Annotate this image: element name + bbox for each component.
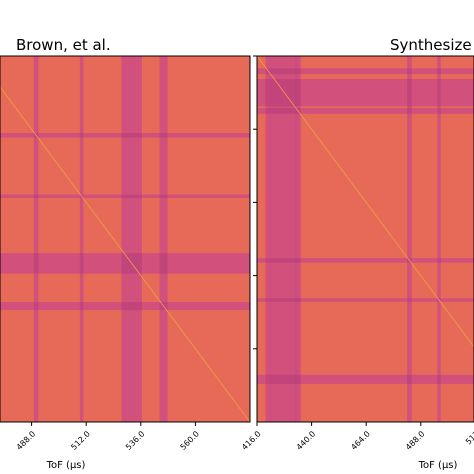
horizontal-band xyxy=(257,108,474,114)
band-intersection xyxy=(270,298,298,302)
band-intersection xyxy=(79,253,84,274)
panel-title-brown: Brown, et al. xyxy=(16,36,111,54)
plot-frame xyxy=(256,55,474,423)
horizontal-band xyxy=(257,298,474,302)
x-ticks: 416.0 440.0 464.0 488.0 512 xyxy=(240,422,474,452)
x-tick-label: 416.0 xyxy=(240,429,263,452)
band-intersection xyxy=(407,68,412,75)
heatmap-panel-brown: Brown, et al. 488.0 512.0 536.0 560.0 ToF (… xyxy=(0,29,251,471)
diagonal-line xyxy=(0,86,250,422)
band-intersection xyxy=(159,133,168,138)
vertical-band xyxy=(159,56,168,422)
panel-title-synthesize: Synthesize xyxy=(390,36,472,54)
band-intersection xyxy=(270,258,298,263)
x-tick-label: 512.0 xyxy=(69,429,92,452)
band-intersection xyxy=(121,133,142,138)
band-intersection xyxy=(437,78,441,107)
x-ticks: 488.0 512.0 536.0 560.0 xyxy=(15,422,201,452)
band-intersection xyxy=(33,194,39,199)
plot-frame xyxy=(0,55,251,423)
band-intersection xyxy=(270,108,298,114)
x-tick-label: 440.0 xyxy=(295,429,318,452)
band-intersection xyxy=(79,302,84,311)
vertical-band xyxy=(407,56,412,422)
band-intersection xyxy=(270,68,298,75)
x-tick-label: 560.0 xyxy=(178,429,201,452)
band-intersection xyxy=(407,298,412,302)
band-intersection xyxy=(121,302,142,311)
band-intersection xyxy=(33,302,39,311)
vertical-band xyxy=(270,56,298,422)
x-tick-label: 488.0 xyxy=(15,429,38,452)
band-intersection xyxy=(295,374,301,384)
diagonal-line xyxy=(257,56,474,348)
band-intersection xyxy=(295,68,301,75)
x-axis-label: ToF (μs) xyxy=(418,460,458,471)
band-intersection xyxy=(295,78,301,107)
x-tick-label: 488.0 xyxy=(404,429,427,452)
band-intersection xyxy=(33,253,39,274)
heatmap-panel-synthesize: Synthesize 416.0 440.0 464.0 488.0 512 ToF (… xyxy=(240,36,474,471)
y-ticks xyxy=(253,55,257,350)
band-intersection xyxy=(265,108,272,114)
horizontal-band xyxy=(257,68,474,75)
heatmap-bands xyxy=(257,56,474,422)
band-intersection xyxy=(265,258,272,263)
vertical-band xyxy=(79,56,84,422)
band-intersection xyxy=(160,29,168,47)
band-intersection xyxy=(437,258,441,263)
band-intersection xyxy=(265,78,272,107)
band-intersection xyxy=(437,108,441,114)
x-axis-label: ToF (μs) xyxy=(46,460,86,471)
band-intersection xyxy=(407,374,412,384)
x-tick-label: 464.0 xyxy=(349,429,372,452)
band-intersection xyxy=(437,374,441,384)
heatmap-bands xyxy=(0,29,250,422)
band-intersection xyxy=(407,108,412,114)
band-intersection xyxy=(121,29,141,47)
band-intersection xyxy=(265,374,272,384)
x-tick-label: 512 xyxy=(464,429,474,446)
band-intersection xyxy=(295,298,301,302)
band-intersection xyxy=(407,78,412,107)
band-intersection xyxy=(79,133,84,138)
band-intersection xyxy=(159,253,168,274)
band-intersection xyxy=(295,258,301,263)
vertical-band xyxy=(295,56,301,422)
band-intersection xyxy=(270,374,298,384)
horizontal-band xyxy=(257,374,474,384)
band-intersection xyxy=(437,68,441,75)
vertical-band xyxy=(33,56,39,422)
band-intersection xyxy=(121,194,142,199)
vertical-band xyxy=(121,56,142,422)
vertical-band xyxy=(265,56,272,422)
band-intersection xyxy=(159,194,168,199)
vertical-band xyxy=(437,56,441,422)
horizontal-band xyxy=(257,258,474,263)
x-tick-label: 536.0 xyxy=(124,429,147,452)
band-intersection xyxy=(265,298,272,302)
